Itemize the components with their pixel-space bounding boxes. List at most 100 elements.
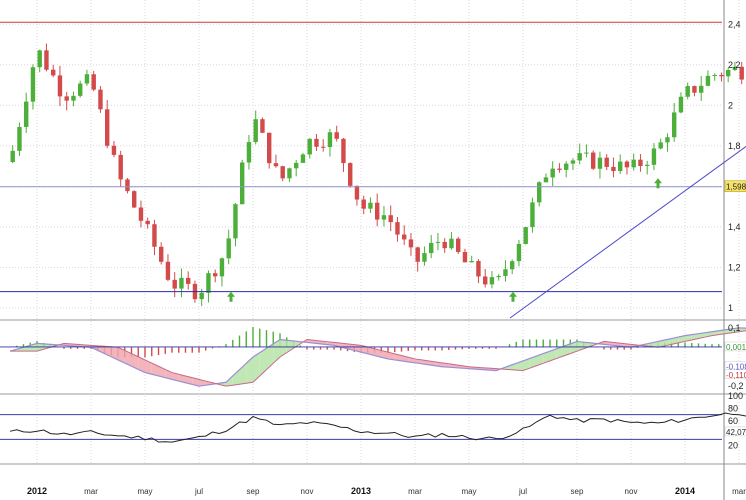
candle-body <box>570 160 576 164</box>
buy-arrow-shape <box>654 178 662 189</box>
candle-body <box>732 66 738 70</box>
year-label: 2013 <box>351 486 371 496</box>
candle-body <box>543 177 549 183</box>
macd-signal-fill <box>361 345 368 354</box>
candle-body <box>577 153 582 161</box>
signal-line <box>10 330 746 387</box>
macd-signal-fill <box>111 346 118 360</box>
macd-tick-label: 0,1 <box>728 323 741 333</box>
candle-body <box>327 132 333 148</box>
candle-body <box>51 69 56 76</box>
candle-body <box>199 292 204 300</box>
month-label: may <box>461 487 476 496</box>
candle-body <box>523 227 528 244</box>
price-tick-label: 2,4 <box>728 19 741 29</box>
macd-value-tag <box>724 341 746 352</box>
price-tick-label: 1,2 <box>728 262 741 272</box>
year-label: 2012 <box>27 486 47 496</box>
candle-body <box>240 162 245 205</box>
candle-body <box>57 75 63 97</box>
macd-signal-fill <box>577 341 584 352</box>
month-label: mar <box>408 487 422 496</box>
candle-body <box>17 126 22 151</box>
macd-signal-fill <box>334 342 341 348</box>
candle-body <box>604 157 609 167</box>
macd-signal-fill <box>145 359 152 375</box>
trendline <box>509 145 746 319</box>
candle-body <box>510 261 515 270</box>
macd-signal-fill <box>374 348 382 358</box>
macd-signal-fill <box>178 374 186 383</box>
rsi-panel <box>0 412 746 443</box>
candle-body <box>651 148 657 165</box>
month-label: jul <box>518 487 527 496</box>
rsi-tick-label: 20 <box>728 441 738 451</box>
month-label: jul <box>194 487 203 496</box>
macd-signal-fill <box>131 353 139 370</box>
candle-body <box>456 238 461 252</box>
price-tick-label: 1,8 <box>728 141 741 151</box>
candle-body <box>300 154 306 163</box>
candle-body <box>111 145 117 155</box>
macd-signal-fill <box>226 375 233 387</box>
candle-body <box>179 277 184 289</box>
candle-body <box>449 238 454 249</box>
candle-body <box>267 132 272 164</box>
macd-signal-fill <box>523 358 530 371</box>
macd-signal-fill <box>124 350 132 367</box>
macd-value-label: 0,0017 <box>726 343 746 352</box>
month-label: mar <box>732 487 746 496</box>
candle-body <box>719 74 724 77</box>
month-label: mar <box>84 487 98 496</box>
buy-arrow-icon <box>227 291 235 302</box>
buy-arrow-icon <box>654 178 662 189</box>
candle-body <box>334 132 339 139</box>
macd-signal-fill <box>273 339 280 364</box>
price-panel <box>0 21 746 319</box>
macd-line <box>9 327 746 387</box>
candle-body <box>186 277 191 284</box>
candle-body <box>726 69 731 77</box>
candle-body <box>422 253 427 262</box>
candle-body <box>462 251 468 263</box>
macd-signal-fill <box>192 377 199 387</box>
candle-body <box>685 86 690 97</box>
candle-body <box>206 273 211 293</box>
candle-body <box>321 146 326 148</box>
candle-body <box>30 67 36 102</box>
candle-body <box>368 202 373 209</box>
candle-body <box>739 66 744 80</box>
candle-body <box>159 246 164 262</box>
candle-body <box>503 269 508 276</box>
candle-body <box>489 277 495 285</box>
candle-body <box>118 154 123 180</box>
macd-signal-fill <box>185 375 193 385</box>
candle-body <box>557 168 562 170</box>
macd-signal-fill <box>570 341 577 354</box>
candle-body <box>381 215 387 220</box>
last-price-label: 1,598 <box>726 183 746 192</box>
macd-signal-fill <box>151 363 159 376</box>
candle-body <box>618 161 623 172</box>
candle-body <box>699 85 704 93</box>
candle-body <box>314 138 319 147</box>
macd-signal-fill <box>172 372 179 382</box>
candle-body <box>408 239 414 248</box>
month-label: nov <box>625 487 638 496</box>
candle-body <box>597 157 603 169</box>
month-label: may <box>137 487 152 496</box>
candle-body <box>375 202 380 220</box>
macd-signal-fill <box>543 351 550 364</box>
candle-body <box>132 191 137 208</box>
macd-signal-fill <box>388 352 395 360</box>
candle-body <box>388 215 393 223</box>
macd-signal-fill <box>232 369 240 386</box>
candle-body <box>591 152 596 169</box>
macd-signal-fill <box>280 339 287 357</box>
candle-body <box>138 207 144 221</box>
candle-body <box>550 168 555 178</box>
price-tick-label: 1,4 <box>728 222 741 232</box>
candle-body <box>105 109 110 146</box>
